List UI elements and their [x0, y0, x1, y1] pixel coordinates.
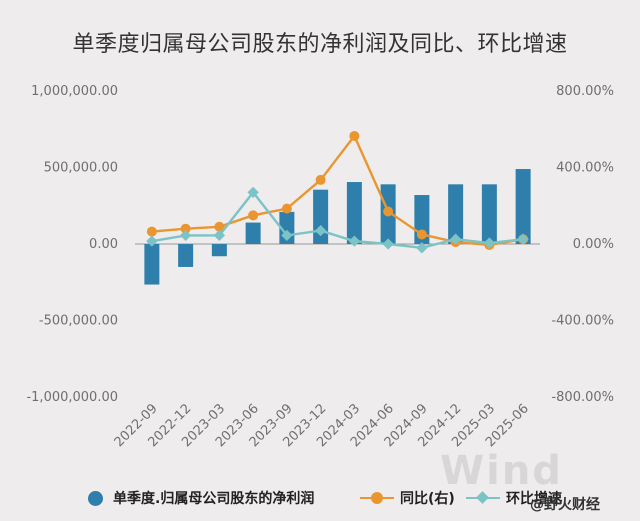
series-line	[151, 190, 524, 250]
left-tick-label: 1,000,000.00	[31, 84, 118, 99]
bar	[144, 244, 160, 285]
point	[517, 233, 529, 245]
point	[180, 223, 191, 234]
right-tick-label: 800.00%	[556, 84, 614, 99]
category-axis: 2022-092022-122023-032023-062023-092023-…	[112, 401, 532, 450]
bar	[448, 184, 464, 244]
point	[248, 210, 259, 221]
point	[314, 224, 327, 237]
chart-title: 单季度归属母公司股东的净利润及同比、环比增速	[72, 32, 568, 57]
point	[214, 221, 225, 232]
right-tick-label: 400.00%	[556, 161, 614, 176]
yoy-series	[146, 130, 529, 250]
bar	[346, 182, 362, 244]
bar	[245, 222, 261, 244]
legend-label-yoy: 同比(右)	[400, 491, 455, 507]
legend-label-bar: 单季度.归属母公司股东的净利润	[113, 491, 315, 507]
watermark-brand: @野火财经	[530, 497, 600, 513]
left-tick-label: -1,000,000.00	[26, 390, 118, 405]
legend-bar-marker	[88, 490, 103, 506]
legend: 单季度.归属母公司股东的净利润 同比(右) 环比增速	[0, 484, 640, 512]
bar	[515, 169, 531, 244]
watermark-logo: Wind	[440, 448, 563, 494]
right-tick-label: 0.00%	[573, 237, 614, 252]
left-tick-label: 500,000.00	[44, 161, 118, 176]
left-axis: 1,000,000.00 500,000.00 0.00 -500,000.00 -1,…	[26, 84, 118, 405]
legend-yoy-marker	[360, 492, 394, 504]
right-axis: 800.00% 400.00% 0.00% -400.00% -800.00%	[551, 84, 614, 405]
point	[146, 226, 157, 237]
point	[382, 238, 394, 250]
point	[146, 235, 158, 247]
point	[315, 174, 326, 185]
right-tick-label: -800.00%	[551, 390, 614, 405]
point	[449, 233, 462, 245]
point	[281, 203, 292, 214]
point	[213, 229, 226, 242]
legend-label-qoq: 环比增速	[506, 491, 562, 507]
point	[416, 242, 428, 254]
right-tick-label: -400.00%	[551, 314, 614, 329]
bar	[481, 184, 497, 244]
legend-item-qoq: 环比增速	[466, 488, 562, 508]
point	[349, 130, 360, 141]
point	[247, 186, 259, 199]
point	[179, 229, 192, 242]
bar	[211, 244, 227, 257]
point	[348, 235, 361, 247]
left-tick-label: -500,000.00	[39, 314, 118, 329]
point	[483, 237, 496, 249]
point	[281, 229, 293, 242]
legend-qoq-marker	[466, 491, 500, 504]
point	[416, 229, 427, 240]
qoq-series	[146, 186, 529, 254]
legend-item-bar: 单季度.归属母公司股东的净利润	[88, 488, 314, 508]
series-line	[151, 133, 524, 247]
left-tick-label: 0.00	[89, 237, 118, 252]
bar	[178, 244, 194, 267]
legend-item-yoy: 同比(右)	[360, 488, 455, 508]
point	[383, 206, 394, 217]
